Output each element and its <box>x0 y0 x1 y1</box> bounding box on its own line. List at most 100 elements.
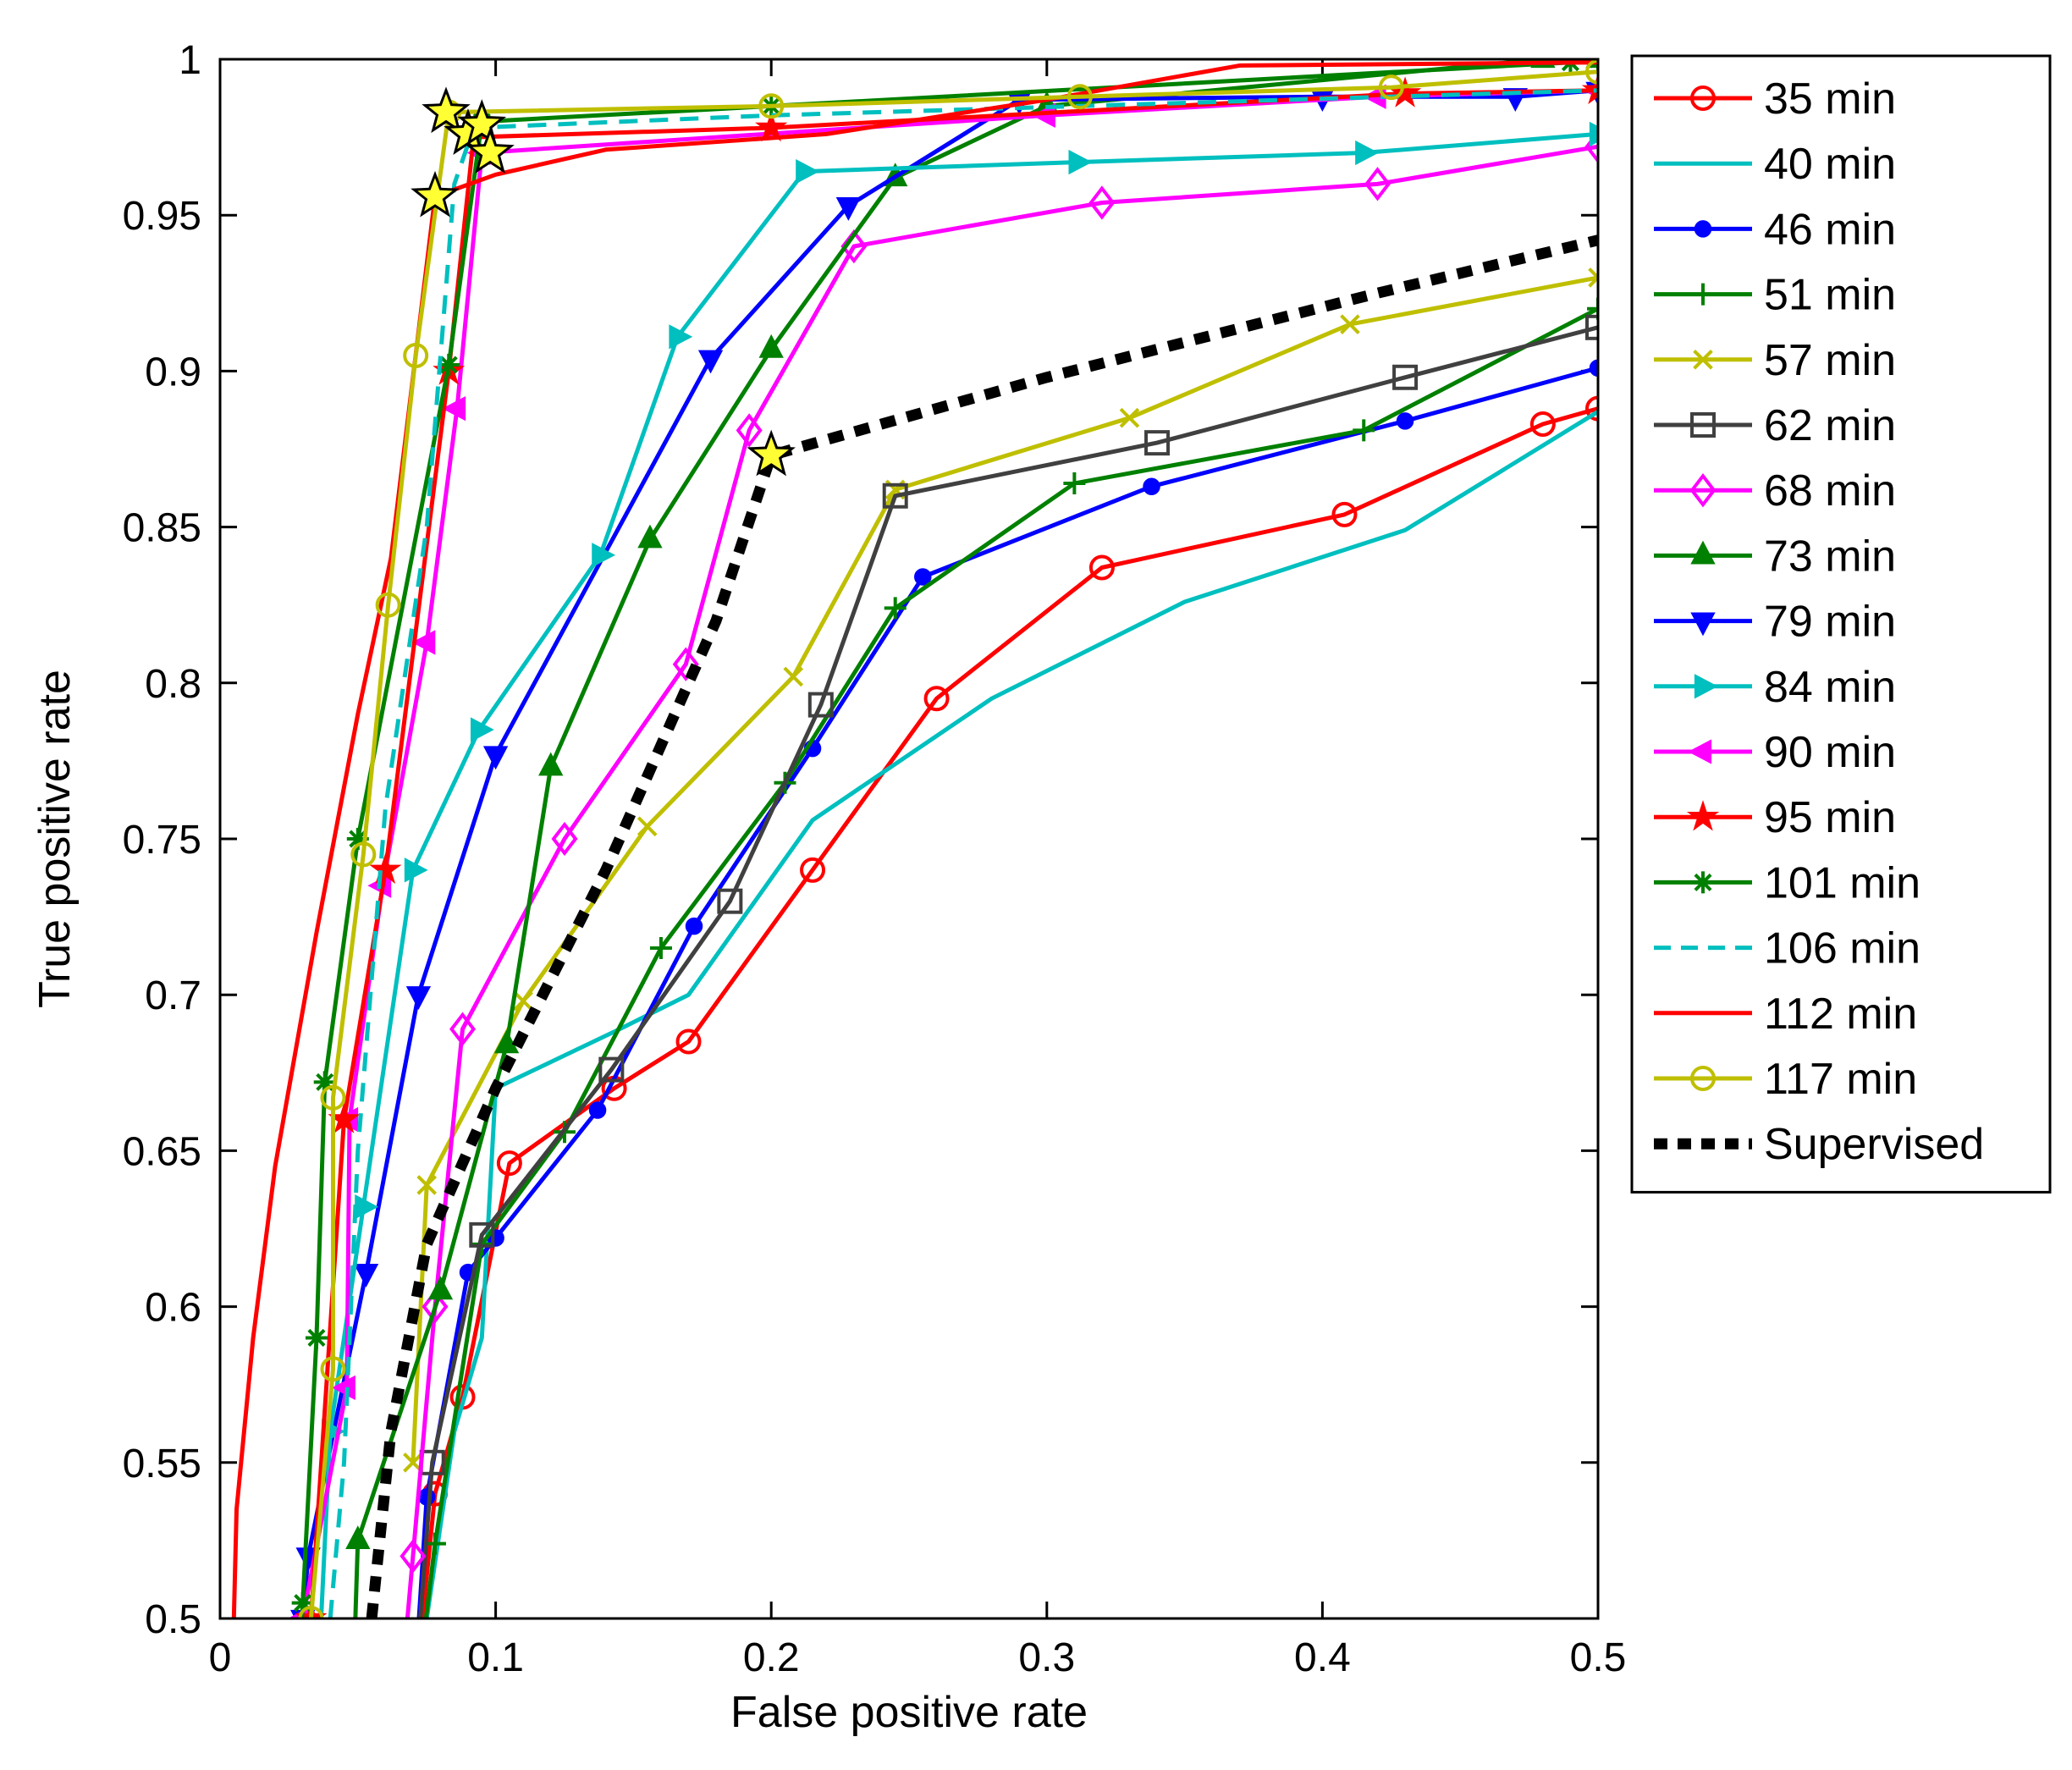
data-point <box>1143 477 1160 495</box>
data-point <box>291 1591 314 1614</box>
series-line <box>423 306 1598 1618</box>
x-tick-label: 0.2 <box>743 1635 800 1680</box>
data-point <box>496 1150 522 1177</box>
legend-label: 79 min <box>1764 598 1896 647</box>
annotation-layer <box>411 86 796 477</box>
x-tick-label: 0.5 <box>1570 1635 1627 1680</box>
data-point <box>551 821 578 857</box>
legend-label: 68 min <box>1764 466 1896 516</box>
data-point <box>1694 674 1718 699</box>
data-point <box>1396 412 1414 430</box>
legend-entry: 95 min <box>1654 793 1896 842</box>
data-point <box>736 413 763 448</box>
data-point <box>1392 364 1419 390</box>
data-point <box>1690 612 1716 637</box>
data-point <box>1585 395 1598 422</box>
data-point <box>1690 1066 1716 1091</box>
data-point <box>332 1375 355 1401</box>
data-point <box>442 395 466 422</box>
y-tick-label: 0.7 <box>145 973 201 1018</box>
series-line <box>405 144 1598 1618</box>
data-point <box>672 647 699 681</box>
data-point <box>346 828 369 850</box>
operating-point-star <box>411 170 460 218</box>
operating-point-star <box>422 86 471 134</box>
data-point <box>592 543 616 568</box>
legend-entry: 40 min <box>1654 140 1896 189</box>
series-line <box>366 234 1598 1618</box>
data-point <box>685 917 703 935</box>
data-point <box>320 1084 346 1111</box>
legend-entry: 112 min <box>1654 990 1917 1039</box>
x-tick-label: 0.4 <box>1294 1635 1351 1680</box>
series-line <box>424 410 1598 1618</box>
legend-entry: 90 min <box>1654 728 1896 777</box>
data-point <box>1694 220 1712 238</box>
legend-entry: 73 min <box>1654 532 1896 581</box>
data-point <box>598 1056 625 1083</box>
data-point <box>1693 349 1713 370</box>
data-point <box>538 752 564 776</box>
data-point <box>417 1488 436 1506</box>
data-point <box>796 158 820 185</box>
data-point <box>1032 102 1055 128</box>
legend-entry: 79 min <box>1654 598 1896 647</box>
data-point <box>1331 501 1358 527</box>
series-line <box>308 69 1598 1618</box>
y-tick-label: 0.8 <box>145 662 201 707</box>
legend-label: 106 min <box>1764 924 1920 973</box>
legend-label: 90 min <box>1764 728 1896 777</box>
legend-entry: 84 min <box>1654 663 1896 712</box>
y-axis-label: True positive rate <box>30 670 80 1008</box>
data-point <box>669 324 693 350</box>
data-point <box>882 482 908 509</box>
x-tick-label: 0.1 <box>467 1635 524 1680</box>
data-point <box>1364 167 1391 201</box>
legend-label: 46 min <box>1764 205 1896 254</box>
data-point <box>1119 407 1140 428</box>
data-point <box>1088 554 1115 581</box>
data-point <box>449 1012 477 1046</box>
series-46-min <box>416 359 1598 1618</box>
data-point <box>1690 540 1716 565</box>
data-point <box>884 597 906 620</box>
legend-label: Supervised <box>1764 1120 1984 1169</box>
operating-point-star <box>457 99 507 146</box>
data-point <box>1529 411 1556 438</box>
data-point <box>1088 185 1116 220</box>
data-point <box>636 816 658 837</box>
legend-entry: 117 min <box>1654 1055 1917 1104</box>
data-point <box>1587 297 1598 320</box>
legend-entry: Supervised <box>1654 1120 1984 1169</box>
data-point <box>1144 430 1171 456</box>
data-point <box>493 1029 520 1054</box>
data-point <box>1690 85 1716 111</box>
legend-label: 62 min <box>1764 401 1896 450</box>
data-point <box>914 568 932 586</box>
legend-label: 73 min <box>1764 532 1896 581</box>
series-106-min <box>328 88 1598 1618</box>
data-point <box>411 630 436 655</box>
data-point <box>1063 472 1086 495</box>
series-supervised <box>366 234 1598 1618</box>
legend-entry: 57 min <box>1654 336 1896 385</box>
series-line <box>328 88 1598 1618</box>
data-point <box>1692 871 1714 894</box>
data-point <box>1585 314 1598 340</box>
data-point <box>405 986 432 1010</box>
data-point <box>1581 73 1598 105</box>
y-tick-label: 0.55 <box>123 1442 201 1486</box>
data-point <box>345 1525 371 1549</box>
legend-entry: 62 min <box>1654 401 1896 450</box>
data-point <box>400 1539 427 1574</box>
data-point <box>923 686 950 712</box>
data-point <box>1585 59 1598 85</box>
legend-entry: 46 min <box>1654 205 1896 254</box>
data-point <box>369 852 402 885</box>
data-point <box>1690 412 1716 438</box>
x-tick-label: 0.3 <box>1018 1635 1075 1680</box>
series-51-min <box>423 297 1598 1618</box>
data-point <box>637 524 663 549</box>
data-point <box>1692 283 1714 306</box>
